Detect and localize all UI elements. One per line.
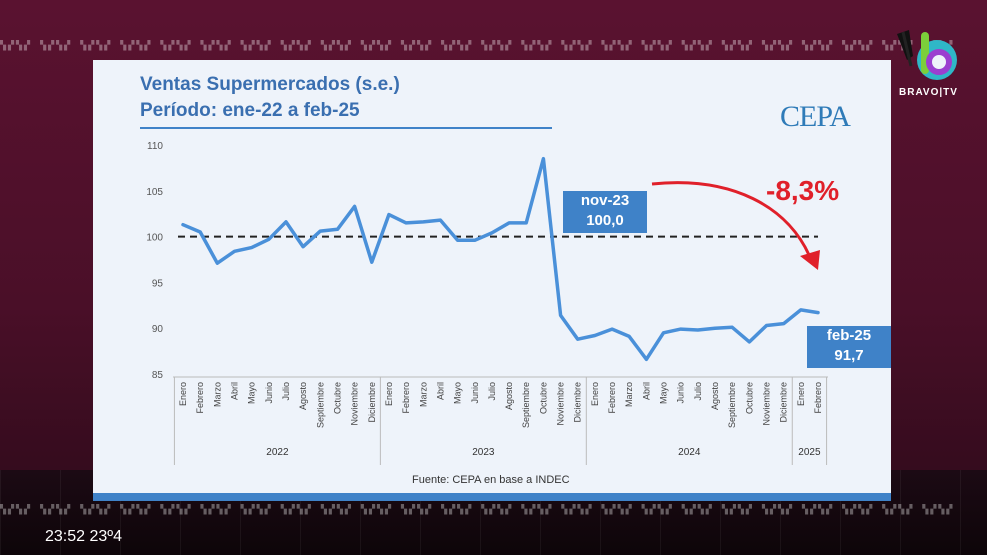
x-tick-label: Marzo [624, 382, 634, 407]
x-tick-label: Junio [470, 382, 480, 404]
callout-start-label: nov-23 [580, 192, 630, 209]
x-tick-label: Noviembre [762, 382, 772, 426]
y-tick-label: 100 [146, 233, 163, 244]
x-tick-label: Julio [487, 382, 497, 401]
clock-temperature: 23:52 23º4 [45, 528, 123, 545]
x-tick-label: Junio [676, 382, 686, 404]
trend-arrow-icon [651, 181, 814, 263]
callout-end-value: 91,7 [834, 347, 864, 364]
y-tick-label: 110 [147, 141, 163, 152]
x-tick-label: Abril [229, 382, 239, 400]
x-tick-label: Noviembre [350, 382, 360, 426]
trend-arrowhead-icon [800, 250, 820, 270]
x-tick-label: Marzo [212, 382, 222, 407]
x-tick-label: Abril [641, 382, 651, 400]
year-label: 2022 [266, 447, 289, 458]
x-tick-label: Marzo [418, 382, 428, 407]
panel-bottom-bar [93, 493, 891, 501]
x-tick-label: Julio [693, 382, 703, 401]
x-tick-label: Septiembre [727, 382, 737, 428]
y-tick-label: 105 [146, 187, 163, 198]
x-tick-label: Febrero [813, 382, 823, 414]
y-tick-label: 90 [152, 324, 164, 335]
callout-start: nov-23 100,0 [563, 191, 647, 233]
x-tick-label: Diciembre [573, 382, 583, 423]
x-tick-label: Agosto [710, 382, 720, 410]
x-tick-label: Febrero [607, 382, 617, 414]
background-pattern-bottom: ▚▞▚▞ ▚▞▚▞ ▚▞▚▞ ▚▞▚▞ ▚▞▚▞ ▚▞▚▞ ▚▞▚▞ ▚▞▚▞ … [0, 504, 955, 515]
callout-start-value: 100,0 [586, 212, 624, 229]
x-tick-label: Octubre [332, 382, 342, 414]
change-percentage: -8,3% [766, 175, 840, 206]
cepa-logo: CEPA [780, 100, 851, 133]
x-tick-label: Octubre [538, 382, 548, 414]
x-tick-label: Diciembre [367, 382, 377, 423]
background-pattern-top: ▚▞▚▞ ▚▞▚▞ ▚▞▚▞ ▚▞▚▞ ▚▞▚▞ ▚▞▚▞ ▚▞▚▞ ▚▞▚▞ … [0, 40, 955, 51]
source-note: Fuente: CEPA en base a INDEC [412, 474, 570, 486]
x-tick-label: Diciembre [779, 382, 789, 423]
callout-end: feb-25 91,7 [807, 326, 891, 368]
year-label: 2025 [798, 447, 821, 458]
x-tick-label: Mayo [453, 382, 463, 404]
chart-subtitle: Período: ene-22 a feb-25 [140, 100, 360, 121]
x-tick-label: Abril [435, 382, 445, 400]
x-tick-label: Agosto [504, 382, 514, 410]
x-tick-label: Agosto [298, 382, 308, 410]
x-tick-label: Septiembre [521, 382, 531, 428]
callout-end-label: feb-25 [826, 327, 872, 344]
x-tick-label: Enero [590, 382, 600, 406]
x-tick-label: Noviembre [556, 382, 566, 426]
x-tick-label: Octubre [744, 382, 754, 414]
x-tick-label: Julio [281, 382, 291, 401]
y-tick-label: 85 [152, 370, 164, 381]
year-label: 2024 [678, 447, 701, 458]
x-tick-label: Enero [384, 382, 394, 406]
x-tick-label: Enero [796, 382, 806, 406]
channel-label: BRAVO|TV [899, 87, 958, 98]
x-tick-label: Febrero [401, 382, 411, 414]
x-tick-label: Febrero [195, 382, 205, 414]
x-tick-label: Enero [178, 382, 188, 406]
bravo-tv-logo-icon [897, 30, 957, 80]
chart-panel [93, 60, 891, 500]
chart-title: Ventas Supermercados (s.e.) [140, 74, 400, 95]
year-label: 2023 [472, 447, 495, 458]
x-tick-label: Junio [264, 382, 274, 404]
x-tick-label: Mayo [247, 382, 257, 404]
y-tick-label: 95 [152, 278, 164, 289]
x-tick-label: Septiembre [315, 382, 325, 428]
series-line [181, 156, 820, 362]
x-tick-label: Mayo [659, 382, 669, 404]
title-divider [140, 127, 552, 129]
